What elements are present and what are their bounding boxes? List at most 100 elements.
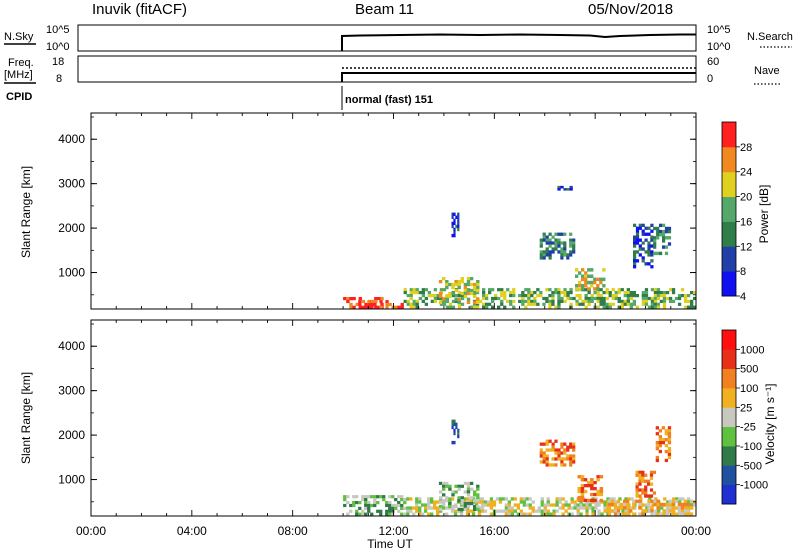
echo-cell (641, 491, 645, 495)
echo-cell (457, 297, 461, 301)
echo-cell (539, 460, 543, 464)
echo-cell (531, 500, 535, 504)
echo-cell (451, 493, 455, 497)
echo-cell (436, 500, 440, 504)
echo-cell (662, 229, 666, 234)
echo-cell (545, 454, 549, 458)
echo-cell (385, 512, 389, 516)
echo-cell (367, 503, 371, 508)
echo-cell (512, 291, 516, 295)
echo-cell (548, 305, 552, 309)
echo-cell (577, 489, 581, 494)
echo-cell (512, 305, 516, 309)
echo-cell (500, 302, 504, 306)
colorbar-segment (722, 388, 736, 408)
echo-cell (361, 305, 366, 309)
echo-cell (466, 300, 471, 304)
echo-cell (519, 509, 523, 513)
echo-cell (629, 291, 633, 295)
echo-cell (454, 282, 458, 287)
echo-cell (647, 250, 651, 254)
echo-cell (683, 305, 688, 309)
echo-cell (602, 299, 606, 303)
echo-cell (608, 302, 612, 306)
echo-cell (596, 478, 600, 482)
echo-cell (575, 274, 579, 278)
echo-cell (551, 457, 555, 461)
echo-cell (680, 512, 685, 516)
echo-cell (454, 299, 459, 303)
echo-cell (675, 506, 679, 510)
echo-cell (560, 451, 564, 455)
echo-cell (667, 452, 672, 457)
echo-cell (633, 256, 637, 260)
echo-cell (677, 296, 682, 301)
echo-cell (591, 509, 595, 513)
echo-cell (457, 212, 460, 216)
echo-cell (558, 500, 562, 504)
echo-cell (506, 299, 510, 303)
echo-cell (560, 253, 564, 257)
echo-cell (460, 291, 464, 296)
echo-cell (438, 300, 443, 304)
echo-cell (457, 282, 461, 287)
echo-cell (655, 444, 659, 448)
freq-panel: Freq. [MHz] 18 8 60 0 Nave (4, 55, 782, 85)
echo-cell (593, 277, 597, 282)
echo-cell (355, 302, 359, 306)
echo-cell (448, 302, 453, 306)
echo-cell (457, 224, 460, 229)
echo-cell (641, 509, 645, 513)
echo-cell (418, 509, 422, 513)
echo-cell (409, 294, 413, 298)
echo-cell (647, 247, 651, 251)
echo-cell (587, 296, 591, 301)
echo-cell (400, 495, 404, 499)
echo-cell (542, 250, 546, 254)
echo-cell (476, 288, 480, 293)
echo-cell (693, 296, 697, 301)
echo-cell (379, 305, 383, 309)
echo-cell (551, 448, 555, 452)
echo-cell (512, 294, 516, 298)
echo-cell (638, 488, 642, 492)
echo-cell (630, 506, 634, 510)
echo-cell (577, 495, 581, 500)
echo-cell (545, 250, 549, 254)
echo-cell (560, 232, 564, 236)
echo-cell (433, 506, 437, 510)
echo-cell (578, 296, 582, 301)
echo-cell (436, 296, 440, 301)
echo-cell (548, 244, 552, 248)
echo-cell (358, 512, 362, 516)
echo-cell (584, 305, 588, 309)
echo-cell (397, 501, 401, 505)
sky-noise-trace (341, 33, 696, 51)
echo-cell (658, 435, 662, 439)
echo-cell (650, 509, 654, 513)
echo-cell (662, 239, 666, 243)
colorbar-tick-label: 12 (740, 241, 752, 253)
echo-cell (482, 291, 486, 295)
echo-cell (632, 302, 636, 306)
echo-cell (650, 223, 654, 227)
echo-cell (566, 296, 570, 301)
echo-cell (690, 503, 694, 507)
echo-cell (671, 512, 675, 516)
echo-cell (602, 302, 606, 306)
echo-cell (551, 445, 555, 449)
echo-cell (626, 288, 630, 292)
colorbar-tick-label: 25 (740, 402, 752, 414)
echo-cell (504, 506, 508, 510)
echo-cell (379, 509, 383, 513)
echo-cell (445, 297, 449, 301)
echo-cell (566, 448, 570, 452)
echo-cell (647, 506, 651, 510)
echo-cell (684, 506, 688, 510)
echo-cell (403, 506, 407, 510)
x-tick-label: 12:00 (378, 524, 408, 538)
echo-cell (457, 300, 461, 304)
echo-cell (597, 509, 601, 513)
echo-cell (620, 305, 624, 309)
